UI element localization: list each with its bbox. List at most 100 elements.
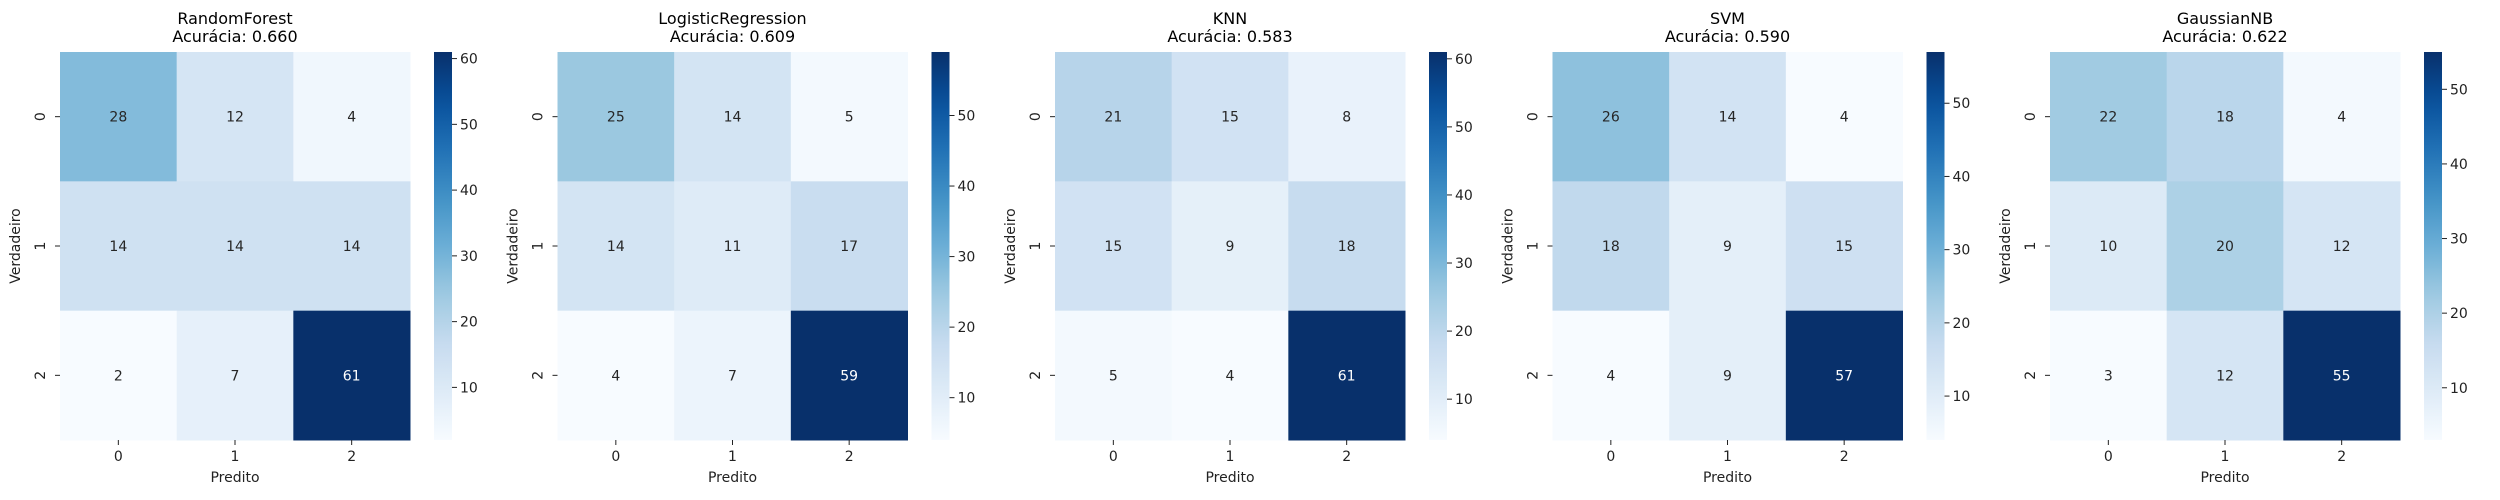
heatmap-cell — [1055, 310, 1173, 441]
y-tick-label: 0 — [2023, 112, 2039, 121]
colorbar-tick-label: 20 — [460, 315, 478, 331]
heatmap-cell — [674, 310, 792, 441]
colorbar-tick-label: 40 — [958, 179, 976, 195]
heatmap-cell — [557, 181, 675, 312]
heatmap-cell — [60, 310, 178, 441]
colorbar — [2424, 52, 2442, 440]
colorbar-tick-label: 50 — [958, 108, 976, 124]
cell-value-label: 2 — [114, 368, 123, 384]
colorbar-tick-label: 30 — [1455, 256, 1473, 272]
colorbar-tick-label: 20 — [1953, 316, 1971, 332]
heatmap-cell — [790, 310, 908, 441]
cell-value-label: 15 — [1104, 239, 1122, 255]
cell-value-label: 15 — [1221, 110, 1239, 126]
heatmap-cell — [2283, 181, 2401, 312]
cell-value-label: 55 — [2333, 368, 2351, 384]
x-tick-label: 2 — [2337, 449, 2346, 465]
x-axis-label: Predito — [2200, 470, 2249, 486]
cell-value-label: 14 — [226, 239, 244, 255]
heatmap-cell — [1552, 310, 1670, 441]
colorbar-tick-label: 40 — [2450, 157, 2468, 173]
colorbar-tick-label: 40 — [1953, 169, 1971, 185]
y-tick-label: 0 — [531, 112, 547, 121]
cell-value-label: 20 — [2216, 239, 2234, 255]
heatmap-cell — [1288, 310, 1406, 441]
cell-value-label: 15 — [1835, 239, 1853, 255]
heatmap-cell — [1171, 52, 1289, 182]
x-tick-label: 1 — [231, 449, 240, 465]
y-tick-label: 2 — [1028, 371, 1044, 380]
x-tick-label: 1 — [1723, 449, 1732, 465]
heatmap-cell — [1785, 52, 1903, 182]
heatmap-cell — [790, 52, 908, 182]
colorbar-tick-label: 50 — [1455, 120, 1473, 136]
heatmap-cell — [1171, 310, 1289, 441]
x-tick-label: 0 — [1109, 449, 1118, 465]
panel-subtitle: Acurácia: 0.622 — [2162, 27, 2287, 46]
cell-value-label: 9 — [1723, 368, 1732, 384]
cell-value-label: 14 — [607, 239, 625, 255]
x-tick-label: 0 — [114, 449, 123, 465]
heatmap-cell — [1288, 52, 1406, 182]
colorbar-tick-label: 30 — [1953, 243, 1971, 259]
heatmap-cell — [293, 52, 411, 182]
cell-value-label: 4 — [347, 110, 356, 126]
colorbar — [1429, 52, 1447, 440]
heatmap-cell — [674, 181, 792, 312]
colorbar-tick-label: 60 — [1455, 52, 1473, 68]
y-tick-label: 1 — [2023, 242, 2039, 251]
colorbar — [1926, 52, 1945, 440]
cell-value-label: 25 — [607, 110, 625, 126]
heatmap-cell — [1785, 181, 1903, 312]
cell-value-label: 18 — [1602, 239, 1620, 255]
cell-value-label: 59 — [840, 368, 858, 384]
cell-value-label: 10 — [2099, 239, 2117, 255]
colorbar-tick-label: 10 — [1953, 389, 1971, 405]
x-tick-label: 2 — [1342, 449, 1351, 465]
heatmap-cell — [1669, 52, 1787, 182]
cell-value-label: 8 — [1342, 110, 1351, 126]
cell-value-label: 4 — [611, 368, 620, 384]
colorbar-tick-label: 30 — [460, 249, 478, 265]
y-tick-label: 2 — [2023, 371, 2039, 380]
cell-value-label: 4 — [1606, 368, 1615, 384]
x-axis-label: Predito — [1703, 470, 1752, 486]
cell-value-label: 4 — [2337, 110, 2346, 126]
cell-value-label: 12 — [226, 110, 244, 126]
x-tick-label: 2 — [347, 449, 356, 465]
heatmap-cell — [2050, 181, 2168, 312]
x-tick-label: 0 — [611, 449, 620, 465]
cell-value-label: 7 — [728, 368, 737, 384]
x-tick-label: 1 — [1226, 449, 1235, 465]
cell-value-label: 14 — [343, 239, 361, 255]
y-tick-label: 2 — [1526, 371, 1542, 380]
panel-subtitle: Acurácia: 0.609 — [670, 27, 795, 46]
panel-subtitle: Acurácia: 0.590 — [1665, 27, 1790, 46]
panel-title: RandomForest — [177, 9, 292, 28]
y-tick-label: 1 — [1028, 242, 1044, 251]
heatmap-cell — [790, 181, 908, 312]
y-tick-label: 0 — [33, 112, 49, 121]
y-axis-label: Verdadeiro — [1003, 208, 1019, 283]
cell-value-label: 5 — [845, 110, 854, 126]
y-tick-label: 0 — [1526, 112, 1542, 121]
heatmap-cell — [674, 52, 792, 182]
colorbar-tick-label: 40 — [1455, 188, 1473, 204]
x-tick-label: 2 — [845, 449, 854, 465]
colorbar-tick-label: 10 — [460, 380, 478, 396]
heatmap-cell — [1669, 310, 1787, 441]
cell-value-label: 18 — [2216, 110, 2234, 126]
cell-value-label: 18 — [1338, 239, 1356, 255]
heatmap-cell — [2050, 310, 2168, 441]
colorbar-tick-label: 10 — [1455, 392, 1473, 408]
cell-value-label: 7 — [231, 368, 240, 384]
colorbar-tick-label: 50 — [2450, 82, 2468, 98]
x-axis-label: Predito — [210, 470, 259, 486]
cell-value-label: 14 — [724, 110, 742, 126]
heatmap-cell — [293, 181, 411, 312]
